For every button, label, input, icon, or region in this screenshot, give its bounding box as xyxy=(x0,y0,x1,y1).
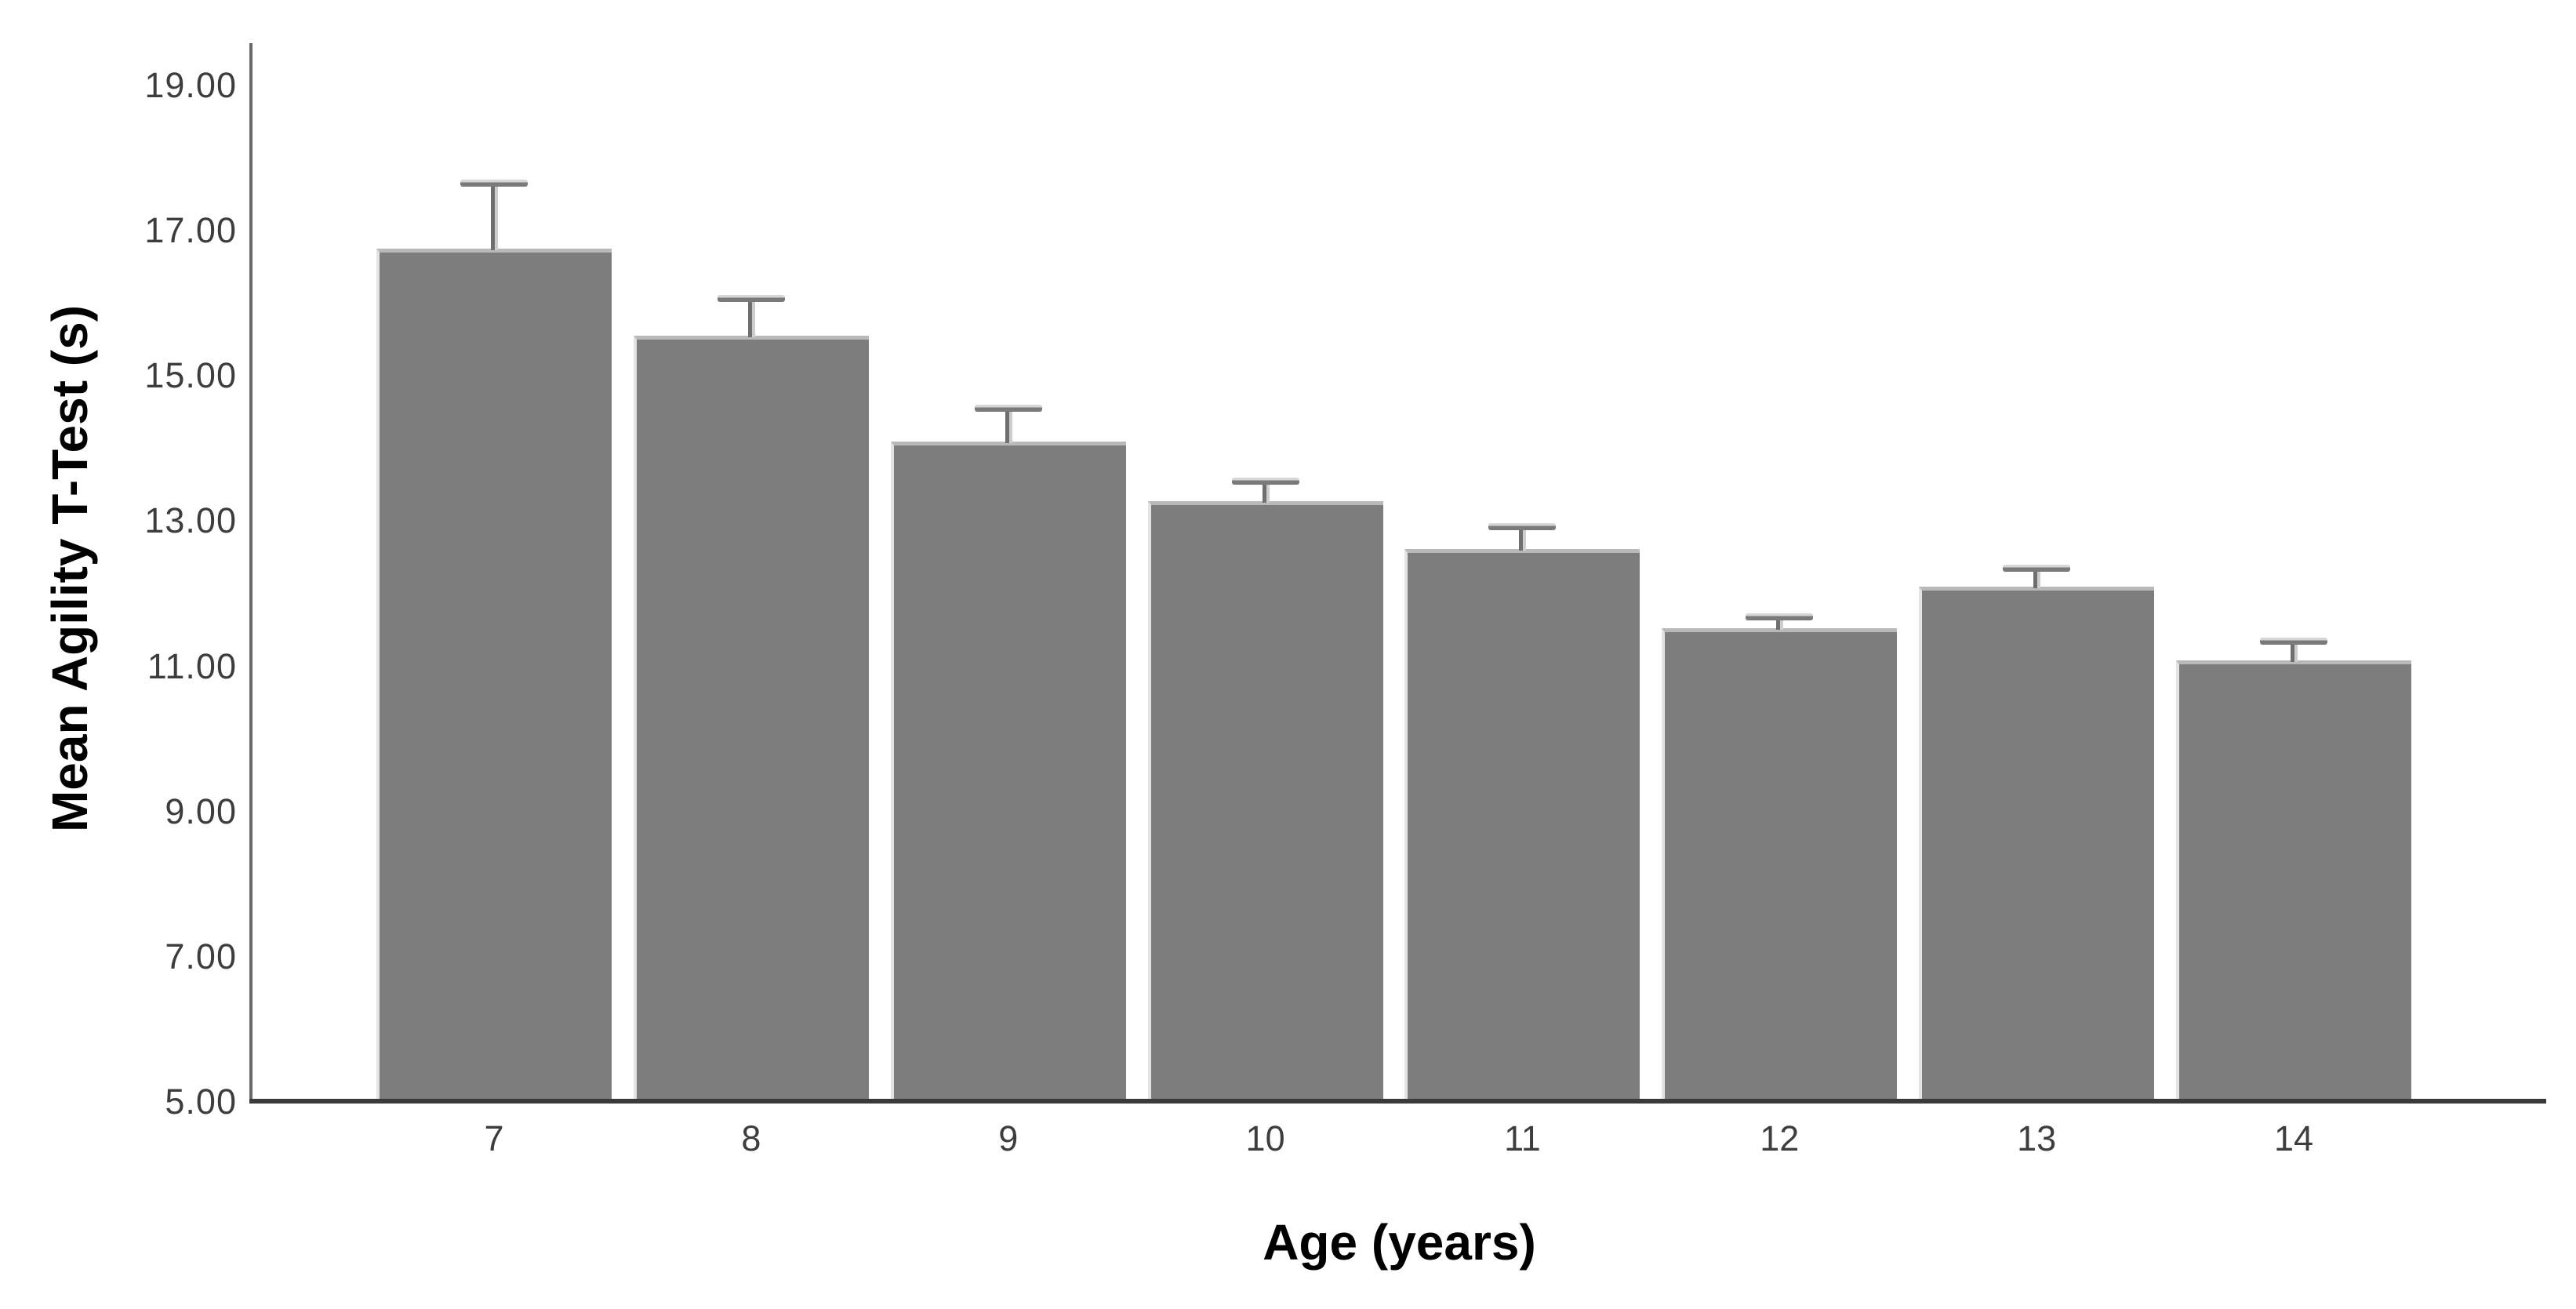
x-axis-line xyxy=(249,1099,2546,1104)
error-bar-cap xyxy=(2003,564,2071,572)
bar xyxy=(1404,548,1640,1102)
error-bar-whisker xyxy=(1262,484,1270,503)
error-bar-whisker xyxy=(747,301,755,338)
bar xyxy=(1662,628,1898,1102)
error-bar-whisker xyxy=(1776,620,1784,631)
bar xyxy=(376,249,612,1102)
bar xyxy=(890,441,1126,1102)
bar xyxy=(1147,500,1383,1102)
x-tick-label: 7 xyxy=(484,1118,504,1158)
y-tick-label: 13.00 xyxy=(144,500,237,541)
y-tick-label: 15.00 xyxy=(144,355,237,396)
error-bar-cap xyxy=(1231,477,1299,485)
error-bar-cap xyxy=(1746,613,1814,620)
error-bar-whisker xyxy=(1519,530,1527,551)
y-tick-label: 17.00 xyxy=(144,210,237,251)
y-tick-label: 5.00 xyxy=(165,1082,237,1122)
error-bar-cap xyxy=(1488,523,1557,531)
error-bar-cap xyxy=(2260,637,2328,645)
y-tick-label: 19.00 xyxy=(144,65,237,106)
y-axis-title: Mean Agility T-Test (s) xyxy=(42,304,98,833)
y-tick-label: 7.00 xyxy=(165,936,237,976)
bar xyxy=(1919,586,2155,1102)
error-bar-whisker xyxy=(2033,571,2041,588)
error-bar-whisker xyxy=(1005,412,1012,443)
error-bar-cap xyxy=(974,405,1042,413)
x-tick-label: 10 xyxy=(1245,1118,1285,1158)
x-tick-label: 9 xyxy=(998,1118,1019,1158)
error-bar-cap xyxy=(460,180,528,187)
y-tick-label: 11.00 xyxy=(147,645,237,686)
x-tick-label: 14 xyxy=(2273,1118,2314,1158)
x-tick-label: 13 xyxy=(2017,1118,2057,1158)
error-bar-whisker xyxy=(2291,644,2298,663)
bar xyxy=(2176,660,2412,1102)
error-bar-whisker xyxy=(491,187,498,251)
bar xyxy=(633,336,869,1102)
y-tick-label: 9.00 xyxy=(165,791,237,831)
x-tick-label: 11 xyxy=(1504,1118,1541,1158)
x-axis-title: Age (years) xyxy=(1263,1214,1536,1271)
y-axis-line xyxy=(249,43,253,1102)
x-tick-label: 8 xyxy=(741,1118,761,1158)
x-tick-label: 12 xyxy=(1760,1118,1800,1158)
error-bar-cap xyxy=(717,294,785,302)
